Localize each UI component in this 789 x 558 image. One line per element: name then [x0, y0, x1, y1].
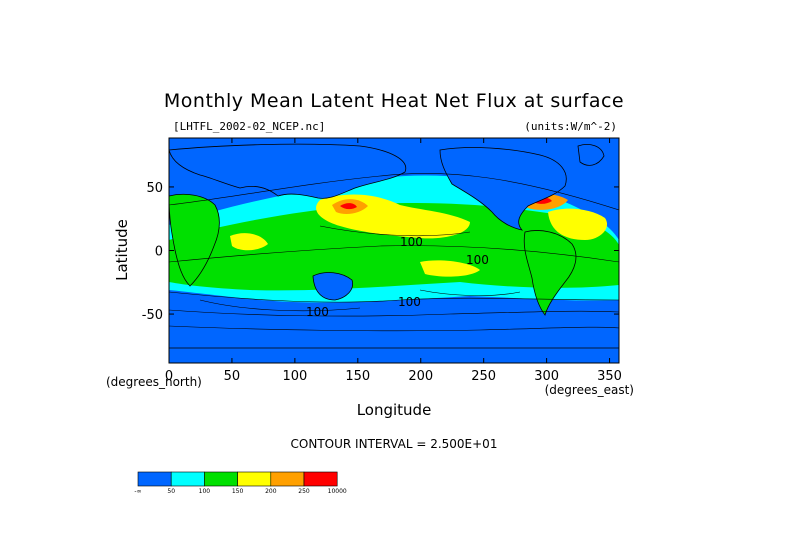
contour-label-2: 100 — [466, 253, 489, 267]
colorbar-label-4: 200 — [265, 488, 277, 495]
antarctica — [169, 347, 619, 363]
contour-label-1: 100 — [400, 235, 423, 249]
x-axis-label: Longitude — [357, 401, 432, 419]
patch-yellow-atlantic — [548, 208, 608, 240]
y-tick-label-0: 50 — [146, 181, 163, 196]
patch-yellow-indian — [230, 233, 268, 251]
colorbar-label-1: 50 — [167, 488, 175, 495]
x-tick-label-5: 250 — [471, 369, 496, 384]
y-axis-ticks: 50 0 -50 — [142, 181, 619, 323]
y-axis-label: Latitude — [113, 219, 131, 281]
units-label: (units:W/m^-2) — [524, 120, 617, 133]
patch-yellow-south — [420, 260, 480, 277]
colorbar-swatch-0 — [137, 471, 172, 487]
x-tick-label-1: 50 — [224, 369, 241, 384]
x-units-label: (degrees_east) — [545, 383, 634, 397]
y-units-label: (degrees_north) — [106, 375, 202, 389]
contour-label-3: 100 — [398, 295, 421, 309]
x-tick-label-0: 0 — [165, 369, 173, 384]
colorbar-swatch-5 — [303, 471, 338, 487]
x-tick-label-4: 200 — [408, 369, 433, 384]
colorbar: -∞ 50 100 150 200 250 10000 — [134, 471, 347, 495]
africa — [169, 193, 220, 287]
contour-lines — [169, 173, 619, 332]
contour-interval: CONTOUR INTERVAL = 2.500E+01 — [291, 437, 498, 451]
x-tick-label-7: 350 — [597, 369, 622, 384]
colorbar-label-3: 150 — [232, 488, 244, 495]
map-field: 100 100 100 100 — [169, 138, 619, 363]
colorbar-swatch-1 — [170, 471, 205, 487]
colorbar-swatch-2 — [204, 471, 238, 487]
north-america — [439, 147, 567, 231]
colorbar-label-6: 10000 — [328, 488, 347, 495]
colorbar-label-5: 250 — [298, 488, 310, 495]
source-file-label: [LHTFL_2002-02_NCEP.nc] — [173, 120, 325, 133]
colorbar-swatch-4 — [270, 471, 305, 487]
eurasia — [169, 143, 407, 199]
y-tick-label-1: 0 — [155, 245, 163, 260]
greenland — [577, 144, 605, 166]
colorbar-label-0: -∞ — [134, 488, 141, 495]
chart-title: Monthly Mean Latent Heat Net Flux at sur… — [164, 90, 624, 112]
colorbar-label-2: 100 — [199, 488, 211, 495]
band-green — [169, 203, 619, 291]
y-tick-label-2: -50 — [142, 308, 163, 323]
colorbar-swatch-3 — [237, 471, 272, 487]
x-tick-label-3: 150 — [345, 369, 370, 384]
x-axis-ticks: 0 50 100 150 200 250 300 350 — [165, 138, 622, 384]
australia — [312, 272, 353, 301]
x-tick-label-6: 300 — [534, 369, 559, 384]
x-tick-label-2: 100 — [282, 369, 307, 384]
contour-label-4: 100 — [306, 305, 329, 319]
hotspot-kuroshio-red — [340, 203, 357, 210]
